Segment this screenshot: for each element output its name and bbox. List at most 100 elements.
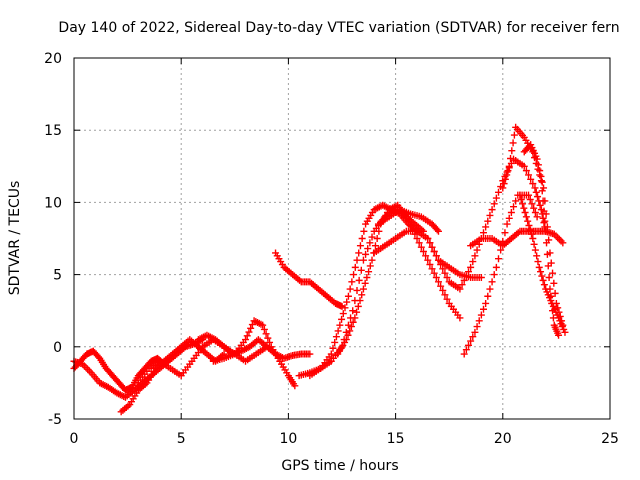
data-point: [365, 268, 373, 276]
data-point: [469, 333, 477, 341]
data-point: [329, 344, 337, 352]
data-point: [542, 227, 550, 235]
data-point: [462, 272, 470, 280]
data-point: [501, 175, 509, 183]
data-point: [358, 291, 366, 299]
data-point: [532, 188, 540, 196]
data-point: [500, 180, 508, 188]
data-point: [492, 194, 500, 202]
data-point: [343, 298, 351, 306]
data-point: [503, 220, 511, 228]
data-point: [504, 167, 512, 175]
data-point: [456, 314, 464, 322]
data-point: [247, 324, 255, 332]
data-point: [507, 155, 515, 163]
data-point: [462, 346, 470, 354]
data-point: [359, 285, 367, 293]
data-point: [484, 217, 492, 225]
data-point: [353, 286, 361, 294]
data-point: [266, 338, 274, 346]
data-point: [434, 278, 442, 286]
data-point: [82, 364, 90, 372]
data-point: [430, 247, 438, 255]
data-point: [508, 147, 516, 155]
data-point: [533, 252, 541, 260]
data-point: [534, 258, 542, 266]
data-point: [433, 226, 441, 234]
data-point: [557, 237, 565, 245]
data-point: [546, 249, 554, 257]
data-point: [356, 297, 364, 305]
data-point: [507, 209, 515, 217]
x-tick-label: 10: [279, 431, 297, 447]
data-point: [522, 167, 530, 175]
data-point: [538, 178, 546, 186]
series-pass-06: [209, 317, 299, 390]
data-point: [505, 162, 513, 170]
data-point: [428, 265, 436, 273]
data-point: [443, 295, 451, 303]
data-point: [537, 268, 545, 276]
data-point: [519, 200, 527, 208]
data-point: [526, 196, 534, 204]
series-pass-01: [70, 347, 168, 394]
data-point: [342, 336, 350, 344]
series-pass-12: [374, 206, 442, 235]
data-point: [490, 271, 498, 279]
data-point: [245, 328, 253, 336]
data-point: [426, 260, 434, 268]
data-point: [512, 197, 520, 205]
data-point: [486, 211, 494, 219]
data-point: [555, 331, 563, 339]
data-point: [439, 265, 447, 273]
data-point: [360, 227, 368, 235]
data-point: [473, 323, 481, 331]
data-point: [524, 217, 532, 225]
data-point: [492, 263, 500, 271]
x-tick-label: 5: [177, 431, 186, 447]
data-point: [550, 230, 558, 238]
data-point: [522, 213, 530, 221]
data-point: [510, 203, 518, 211]
data-point: [339, 310, 347, 318]
data-point: [533, 155, 541, 163]
data-point: [368, 233, 376, 241]
tick-layer: 0 5 10 15 20 25 -5 0 5 10 15 20: [44, 51, 619, 447]
data-point: [306, 350, 314, 358]
data-point: [541, 197, 549, 205]
data-point: [547, 259, 555, 267]
data-point: [460, 276, 468, 284]
data-point: [361, 279, 369, 287]
data-point: [559, 239, 567, 247]
data-point: [349, 318, 357, 326]
data-point: [373, 235, 381, 242]
data-point: [469, 258, 477, 266]
series-pass-03: [117, 336, 228, 416]
data-point: [424, 235, 432, 242]
x-tick-label: 15: [387, 431, 405, 447]
y-tick-label: 5: [53, 268, 62, 284]
data-point: [351, 263, 359, 271]
data-point: [437, 260, 445, 268]
series-pass-13: [424, 155, 550, 293]
data-point: [551, 289, 559, 297]
data-point: [554, 234, 562, 242]
data-point: [443, 273, 451, 281]
data-point: [555, 235, 563, 243]
data-point: [356, 242, 364, 250]
data-point: [464, 268, 472, 276]
data-point: [437, 282, 445, 290]
data-point: [344, 331, 352, 339]
data-point: [499, 184, 507, 192]
data-point: [482, 299, 490, 307]
data-point: [510, 131, 518, 139]
data-point: [542, 210, 550, 218]
data-point: [545, 236, 553, 244]
y-tick-label: 20: [44, 51, 62, 67]
data-point: [424, 256, 432, 264]
data-point: [336, 321, 344, 329]
data-point: [495, 255, 503, 263]
data-point: [428, 243, 436, 251]
data-point: [349, 307, 357, 315]
